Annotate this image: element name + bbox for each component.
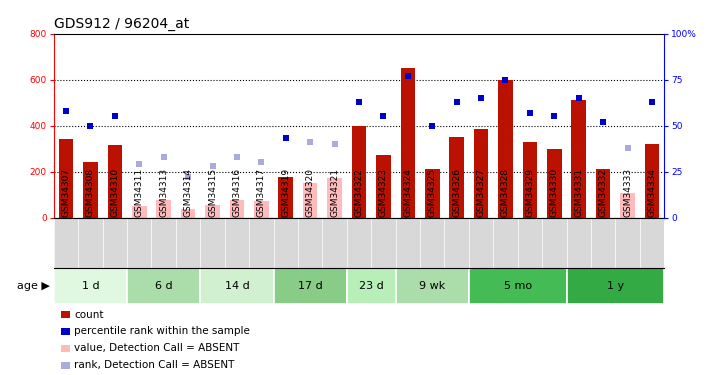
Bar [596,169,610,217]
Bar [396,268,469,304]
Bar [205,205,220,218]
Text: age ▶: age ▶ [17,281,50,291]
Text: 5 mo: 5 mo [503,281,532,291]
Text: 9 wk: 9 wk [419,281,445,291]
Bar [54,268,127,304]
Text: 17 d: 17 d [298,281,322,291]
Bar [303,183,317,218]
Bar [200,268,274,304]
Bar [127,268,200,304]
Bar [230,200,244,217]
Text: 6 d: 6 d [155,281,172,291]
Bar [132,206,146,218]
Text: 1 d: 1 d [82,281,99,291]
Text: 23 d: 23 d [359,281,383,291]
Text: 14 d: 14 d [225,281,249,291]
Bar [567,268,664,304]
Bar [474,129,488,218]
Text: percentile rank within the sample: percentile rank within the sample [74,327,250,336]
Bar [347,268,396,304]
Bar [83,162,98,218]
Bar [59,140,73,218]
Bar [449,137,464,218]
Bar [274,268,347,304]
Bar [157,200,171,217]
Text: count: count [74,310,103,320]
Text: 1 y: 1 y [607,281,624,291]
Bar [425,169,439,217]
Bar [523,142,537,218]
Bar [469,268,567,304]
Text: rank, Detection Call = ABSENT: rank, Detection Call = ABSENT [74,360,234,370]
Bar [181,210,195,218]
Bar [108,145,122,218]
Text: value, Detection Call = ABSENT: value, Detection Call = ABSENT [74,344,239,353]
Bar [498,80,513,218]
Bar [279,177,293,218]
Bar [401,68,415,218]
Bar [620,194,635,217]
Bar [645,144,659,218]
Bar [327,178,342,218]
Text: GDS912 / 96204_at: GDS912 / 96204_at [54,17,189,32]
Bar [254,201,269,217]
Bar [352,126,366,218]
Bar [547,148,561,217]
Bar [572,100,586,218]
Bar [376,156,391,218]
